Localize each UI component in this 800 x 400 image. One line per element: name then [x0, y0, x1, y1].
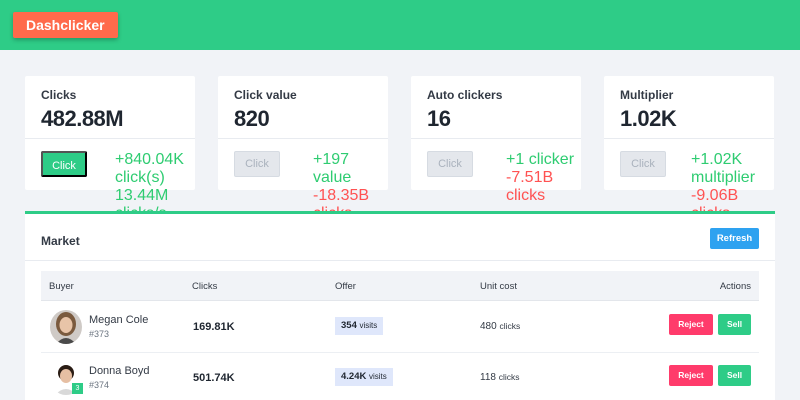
info-line-2: -7.51B clicks	[506, 169, 554, 204]
refresh-button[interactable]: Refresh	[710, 228, 759, 249]
divider	[411, 138, 581, 139]
market-title: Market	[41, 234, 80, 248]
offer-badge: 4.24K visits	[335, 368, 393, 386]
column-unit-cost: Unit cost	[480, 281, 517, 292]
avatar-photo	[50, 310, 82, 344]
card-value: 482.88M	[41, 106, 124, 131]
buyer-id: #373	[89, 329, 110, 339]
card-title: Multiplier	[620, 88, 674, 102]
market-table-header: Buyer Clicks Offer Unit cost Actions	[41, 271, 759, 301]
avatar	[50, 310, 82, 344]
sell-button[interactable]: Sell	[718, 365, 751, 386]
clicks-info: +840.04K click(s) 13.44M clicks/s	[115, 151, 195, 222]
unit-value: 118	[480, 372, 496, 383]
top-bar: Dashclicker	[0, 0, 800, 50]
divider	[25, 260, 775, 261]
info-line-1: +840.04K click(s)	[115, 151, 184, 186]
reject-button[interactable]: Reject	[669, 314, 713, 335]
info-line-1: +197 value	[313, 151, 352, 186]
buyer-clicks: 501.74K	[193, 372, 235, 384]
auto-clicker-button[interactable]: Click	[427, 151, 473, 177]
level-badge: 3	[72, 383, 83, 394]
info-line-1: +1 clicker	[506, 151, 575, 168]
column-clicks: Clicks	[192, 281, 218, 292]
buyer-name: Donna Boyd	[89, 365, 150, 377]
reject-button[interactable]: Reject	[669, 365, 713, 386]
card-title: Clicks	[41, 88, 77, 102]
unit-cost: 118 clicks	[480, 372, 520, 383]
unit-value: 480	[480, 321, 497, 332]
divider	[604, 138, 774, 139]
offer-value: 354	[341, 320, 357, 331]
card-value: 16	[427, 106, 451, 131]
table-row: Megan Cole #373 169.81K 354 visits 480 c…	[41, 302, 759, 353]
click-button[interactable]: Click	[41, 151, 87, 177]
info-line-1: +1.02K multiplier	[691, 151, 756, 186]
click-value-info: +197 value -18.35B clicks	[313, 151, 383, 222]
buyer-clicks: 169.81K	[193, 321, 235, 333]
offer-unit: visits	[369, 372, 387, 381]
card-value: 1.02K	[620, 106, 677, 131]
divider	[218, 138, 388, 139]
click-value-button[interactable]: Click	[234, 151, 280, 177]
column-buyer: Buyer	[49, 281, 74, 292]
divider	[25, 138, 195, 139]
buyer-name: Megan Cole	[89, 314, 149, 326]
multiplier-button[interactable]: Click	[620, 151, 666, 177]
market-panel: Market Refresh Buyer Clicks Offer Unit c…	[25, 211, 775, 400]
table-row: 3 Donna Boyd #374 501.74K 4.24K visits 1…	[41, 353, 759, 400]
card-value: 820	[234, 106, 270, 131]
unit-unit: clicks	[498, 372, 520, 382]
card-title: Click value	[234, 88, 297, 102]
sell-button[interactable]: Sell	[718, 314, 751, 335]
unit-unit: clicks	[499, 321, 521, 331]
column-offer: Offer	[335, 281, 356, 292]
card-title: Auto clickers	[427, 88, 503, 102]
buyer-id: #374	[89, 380, 110, 390]
offer-value: 4.24K	[341, 371, 367, 382]
auto-clickers-info: +1 clicker -7.51B clicks	[506, 151, 576, 204]
offer-unit: visits	[359, 321, 378, 330]
offer-badge: 354 visits	[335, 317, 384, 335]
column-actions: Actions	[719, 281, 751, 292]
app-logo[interactable]: Dashclicker	[13, 12, 118, 38]
multiplier-info: +1.02K multiplier -9.06B clicks	[691, 151, 771, 222]
unit-cost: 480 clicks	[480, 321, 520, 332]
